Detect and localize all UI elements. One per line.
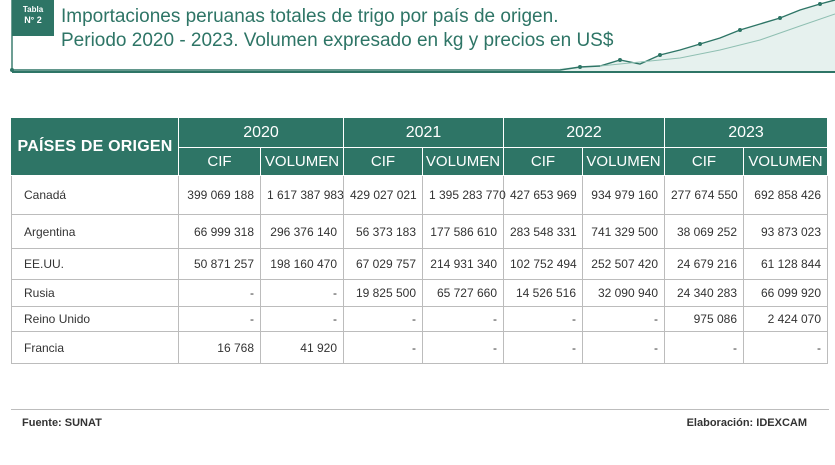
value-cell: - — [260, 279, 344, 307]
year-header: 2022 — [503, 117, 665, 148]
footer-divider — [11, 409, 829, 410]
volume-header: VOLUMEN — [260, 147, 344, 176]
table-row: Reino Unido - - - - - - 975 086 2 424 07… — [11, 306, 828, 332]
value-cell: 277 674 550 — [664, 175, 744, 215]
value-cell: 56 373 183 — [343, 214, 423, 249]
value-cell: 65 727 660 — [422, 279, 504, 307]
value-cell: 975 086 — [664, 306, 744, 332]
value-cell: 198 160 470 — [260, 248, 344, 280]
value-cell: 24 679 216 — [664, 248, 744, 280]
value-cell: 93 873 023 — [743, 214, 828, 249]
value-cell: 296 376 140 — [260, 214, 344, 249]
country-cell: EE.UU. — [11, 248, 179, 280]
value-cell: 16 768 — [178, 331, 261, 364]
table-row: Rusia - - 19 825 500 65 727 660 14 526 5… — [11, 279, 828, 307]
value-cell: - — [422, 331, 504, 364]
elaboration-note: Elaboración: IDEXCAM — [686, 417, 807, 429]
volume-header: VOLUMEN — [422, 147, 504, 176]
value-cell: - — [582, 306, 665, 332]
sub-header-row: CIF VOLUMEN CIF VOLUMEN CIF VOLUMEN CIF … — [12, 147, 828, 176]
value-cell: 692 858 426 — [743, 175, 828, 215]
value-cell: - — [178, 279, 261, 307]
value-cell: - — [503, 306, 583, 332]
title-line-2: Periodo 2020 - 2023. Volumen expresado e… — [61, 30, 614, 51]
value-cell: 66 999 318 — [178, 214, 261, 249]
tag-number: N° 2 — [24, 15, 42, 25]
value-cell: 427 653 969 — [503, 175, 583, 215]
table-number-tag: Tabla N° 2 — [12, 0, 54, 36]
value-cell: 741 329 500 — [582, 214, 665, 249]
table-row: EE.UU. 50 871 257 198 160 470 67 029 757… — [11, 248, 828, 280]
year-header: 2021 — [343, 117, 504, 148]
year-header-row: PAÍSES DE ORIGEN 2020 2021 2022 2023 — [11, 117, 828, 176]
value-cell: 50 871 257 — [178, 248, 261, 280]
value-cell: - — [178, 306, 261, 332]
table-row: Canadá 399 069 188 1 617 387 983 429 027… — [11, 175, 828, 215]
value-cell: - — [503, 331, 583, 364]
decorative-trend-line — [10, 0, 835, 73]
country-cell: Rusia — [11, 279, 179, 307]
cif-header: CIF — [178, 147, 261, 176]
cif-header: CIF — [664, 147, 744, 176]
value-cell: 24 340 283 — [664, 279, 744, 307]
value-cell: 61 128 844 — [743, 248, 828, 280]
value-cell: 67 029 757 — [343, 248, 423, 280]
cif-header: CIF — [343, 147, 423, 176]
value-cell: 177 586 610 — [422, 214, 504, 249]
page-title: Importaciones peruanas totales de trigo … — [61, 5, 613, 53]
value-cell: 252 507 420 — [582, 248, 665, 280]
country-cell: Reino Unido — [11, 306, 179, 332]
title-line-1: Importaciones peruanas totales de trigo … — [61, 6, 559, 27]
value-cell: - — [582, 331, 665, 364]
value-cell: - — [260, 306, 344, 332]
value-cell: 102 752 494 — [503, 248, 583, 280]
value-cell: - — [343, 331, 423, 364]
country-column-header: PAÍSES DE ORIGEN — [11, 117, 179, 176]
value-cell: 399 069 188 — [178, 175, 261, 215]
imports-table: PAÍSES DE ORIGEN 2020 2021 2022 2023 CIF… — [11, 117, 828, 364]
value-cell: 1 617 387 983 — [260, 175, 344, 215]
country-cell: Francia — [11, 331, 179, 364]
value-cell: 32 090 940 — [582, 279, 665, 307]
value-cell: 2 424 070 — [743, 306, 828, 332]
value-cell: 283 548 331 — [503, 214, 583, 249]
table-row: Argentina 66 999 318 296 376 140 56 373 … — [11, 214, 828, 249]
volume-header: VOLUMEN — [582, 147, 665, 176]
tag-label: Tabla — [22, 5, 44, 14]
country-cell: Argentina — [11, 214, 179, 249]
value-cell: 66 099 920 — [743, 279, 828, 307]
value-cell: - — [422, 306, 504, 332]
value-cell: - — [664, 331, 744, 364]
value-cell: 214 931 340 — [422, 248, 504, 280]
value-cell: 429 027 021 — [343, 175, 423, 215]
value-cell: - — [343, 306, 423, 332]
cif-header: CIF — [503, 147, 583, 176]
country-cell: Canadá — [11, 175, 179, 215]
table-row: Francia 16 768 41 920 - - - - - - — [11, 331, 828, 364]
value-cell: 934 979 160 — [582, 175, 665, 215]
source-note: Fuente: SUNAT — [22, 417, 102, 429]
volume-header: VOLUMEN — [743, 147, 828, 176]
value-cell: 1 395 283 770 — [422, 175, 506, 215]
value-cell: 38 069 252 — [664, 214, 744, 249]
year-header: 2023 — [664, 117, 828, 148]
value-cell: 41 920 — [260, 331, 344, 364]
value-cell: - — [743, 331, 828, 364]
year-header: 2020 — [178, 117, 344, 148]
value-cell: 19 825 500 — [343, 279, 423, 307]
value-cell: 14 526 516 — [503, 279, 583, 307]
header: Tabla N° 2 Importaciones peruanas totale… — [0, 0, 835, 80]
